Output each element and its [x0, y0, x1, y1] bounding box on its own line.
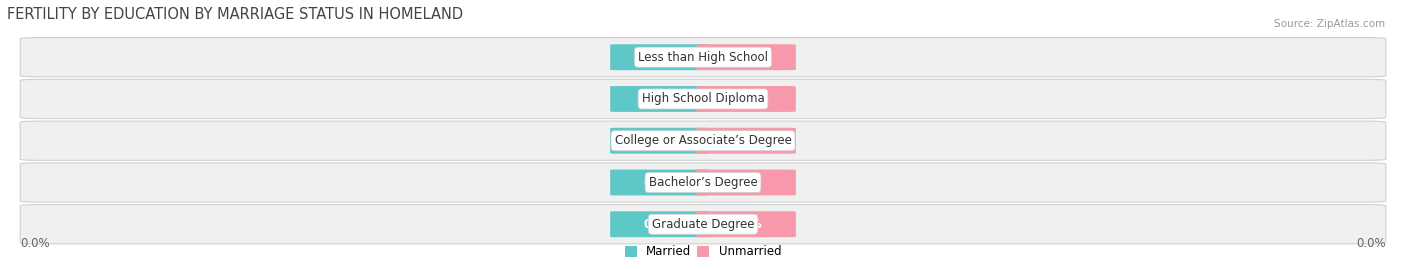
Legend: Married, Unmarried: Married, Unmarried — [620, 241, 786, 263]
Text: 0.0%: 0.0% — [730, 93, 762, 105]
FancyBboxPatch shape — [20, 38, 1386, 77]
Text: Graduate Degree: Graduate Degree — [652, 218, 754, 231]
Text: 0.0%: 0.0% — [644, 93, 676, 105]
Text: High School Diploma: High School Diploma — [641, 93, 765, 105]
FancyBboxPatch shape — [696, 211, 796, 237]
FancyBboxPatch shape — [696, 169, 796, 195]
FancyBboxPatch shape — [610, 44, 710, 70]
FancyBboxPatch shape — [610, 211, 710, 237]
FancyBboxPatch shape — [20, 121, 1386, 160]
Text: College or Associate’s Degree: College or Associate’s Degree — [614, 134, 792, 147]
Text: 0.0%: 0.0% — [644, 134, 676, 147]
Text: 0.0%: 0.0% — [644, 218, 676, 231]
FancyBboxPatch shape — [610, 128, 710, 154]
Text: Bachelor’s Degree: Bachelor’s Degree — [648, 176, 758, 189]
Text: Source: ZipAtlas.com: Source: ZipAtlas.com — [1274, 19, 1385, 29]
Text: 0.0%: 0.0% — [730, 51, 762, 64]
Text: 0.0%: 0.0% — [20, 237, 49, 250]
Text: 0.0%: 0.0% — [730, 176, 762, 189]
FancyBboxPatch shape — [610, 169, 710, 195]
Text: 0.0%: 0.0% — [1357, 237, 1386, 250]
FancyBboxPatch shape — [20, 205, 1386, 244]
Text: 0.0%: 0.0% — [644, 51, 676, 64]
Text: 0.0%: 0.0% — [644, 176, 676, 189]
FancyBboxPatch shape — [610, 86, 710, 112]
FancyBboxPatch shape — [696, 86, 796, 112]
Text: 0.0%: 0.0% — [730, 218, 762, 231]
FancyBboxPatch shape — [696, 44, 796, 70]
FancyBboxPatch shape — [696, 128, 796, 154]
Text: Less than High School: Less than High School — [638, 51, 768, 64]
FancyBboxPatch shape — [20, 79, 1386, 119]
Text: FERTILITY BY EDUCATION BY MARRIAGE STATUS IN HOMELAND: FERTILITY BY EDUCATION BY MARRIAGE STATU… — [7, 7, 463, 22]
FancyBboxPatch shape — [20, 163, 1386, 202]
Text: 0.0%: 0.0% — [730, 134, 762, 147]
